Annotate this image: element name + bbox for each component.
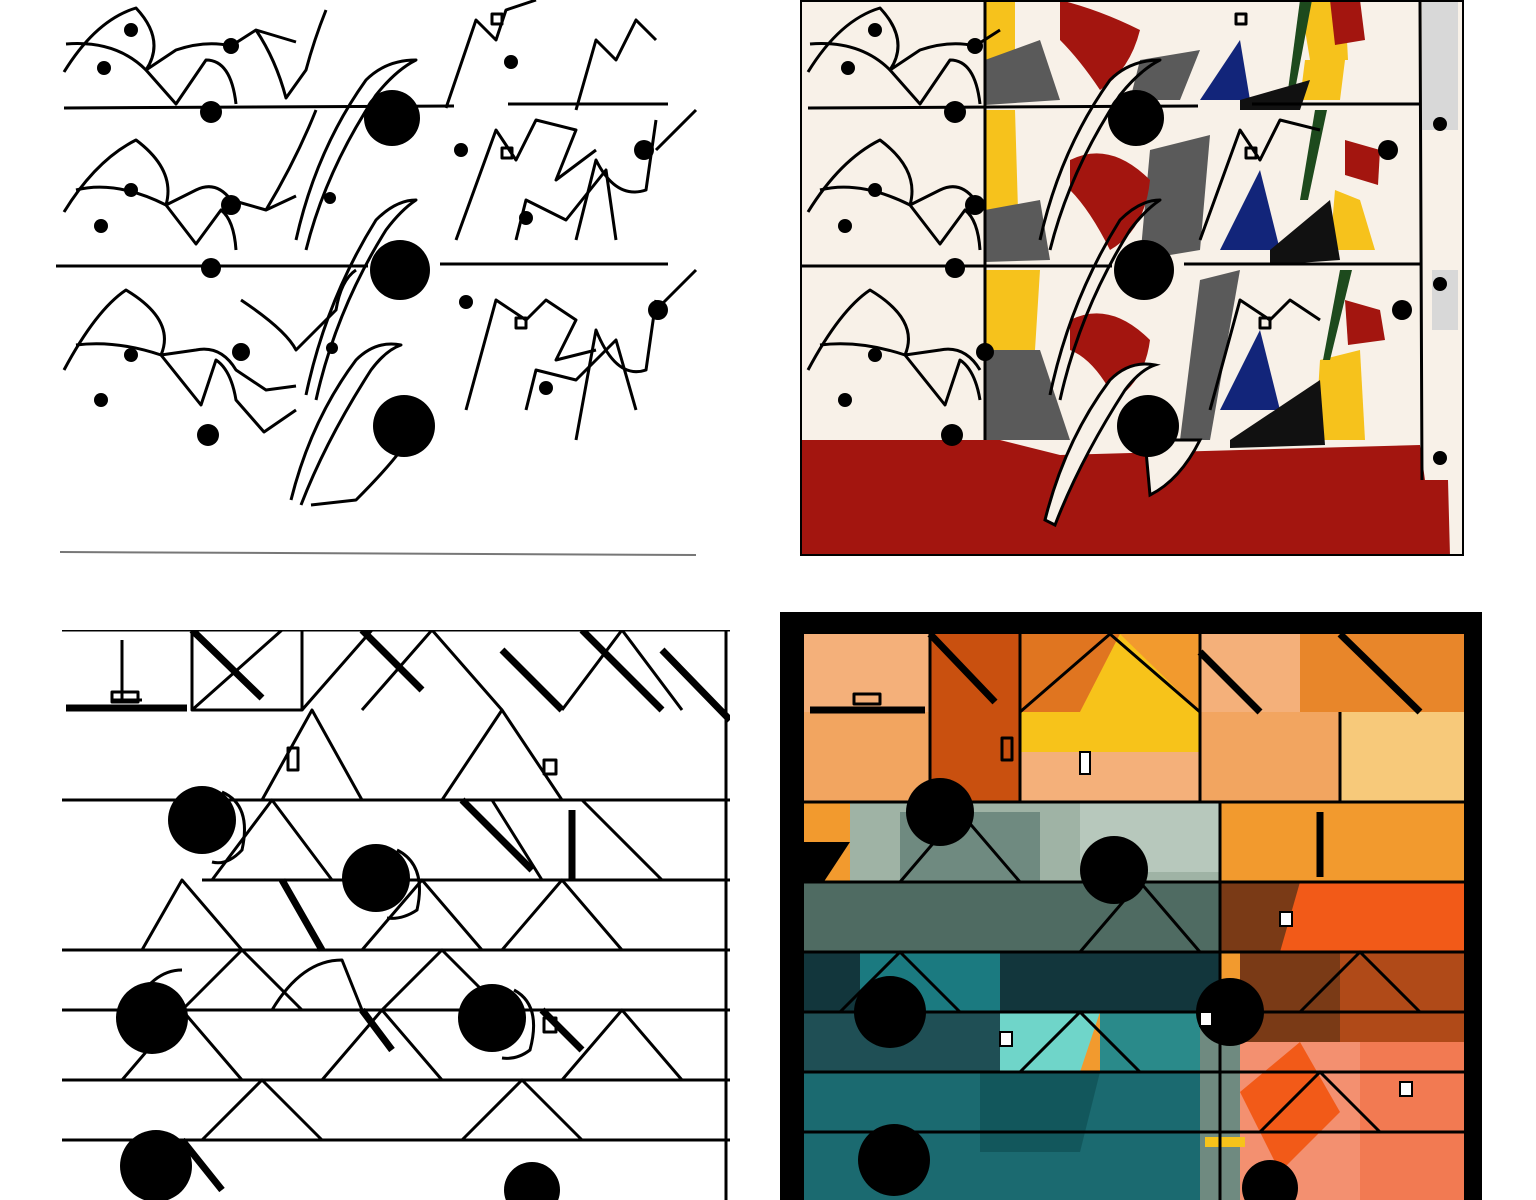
line-drawing-panel-bottom: [62, 630, 730, 1200]
line-drawing-panel-top: [56, 0, 720, 560]
arches-line-art: [56, 0, 720, 560]
pyramids-line-art: [62, 630, 730, 1200]
colored-panel-top: [800, 0, 1464, 556]
colored-panel-bottom: [780, 612, 1482, 1200]
pyramids-colored-art: [780, 612, 1482, 1200]
arches-colored-art: [800, 0, 1464, 556]
